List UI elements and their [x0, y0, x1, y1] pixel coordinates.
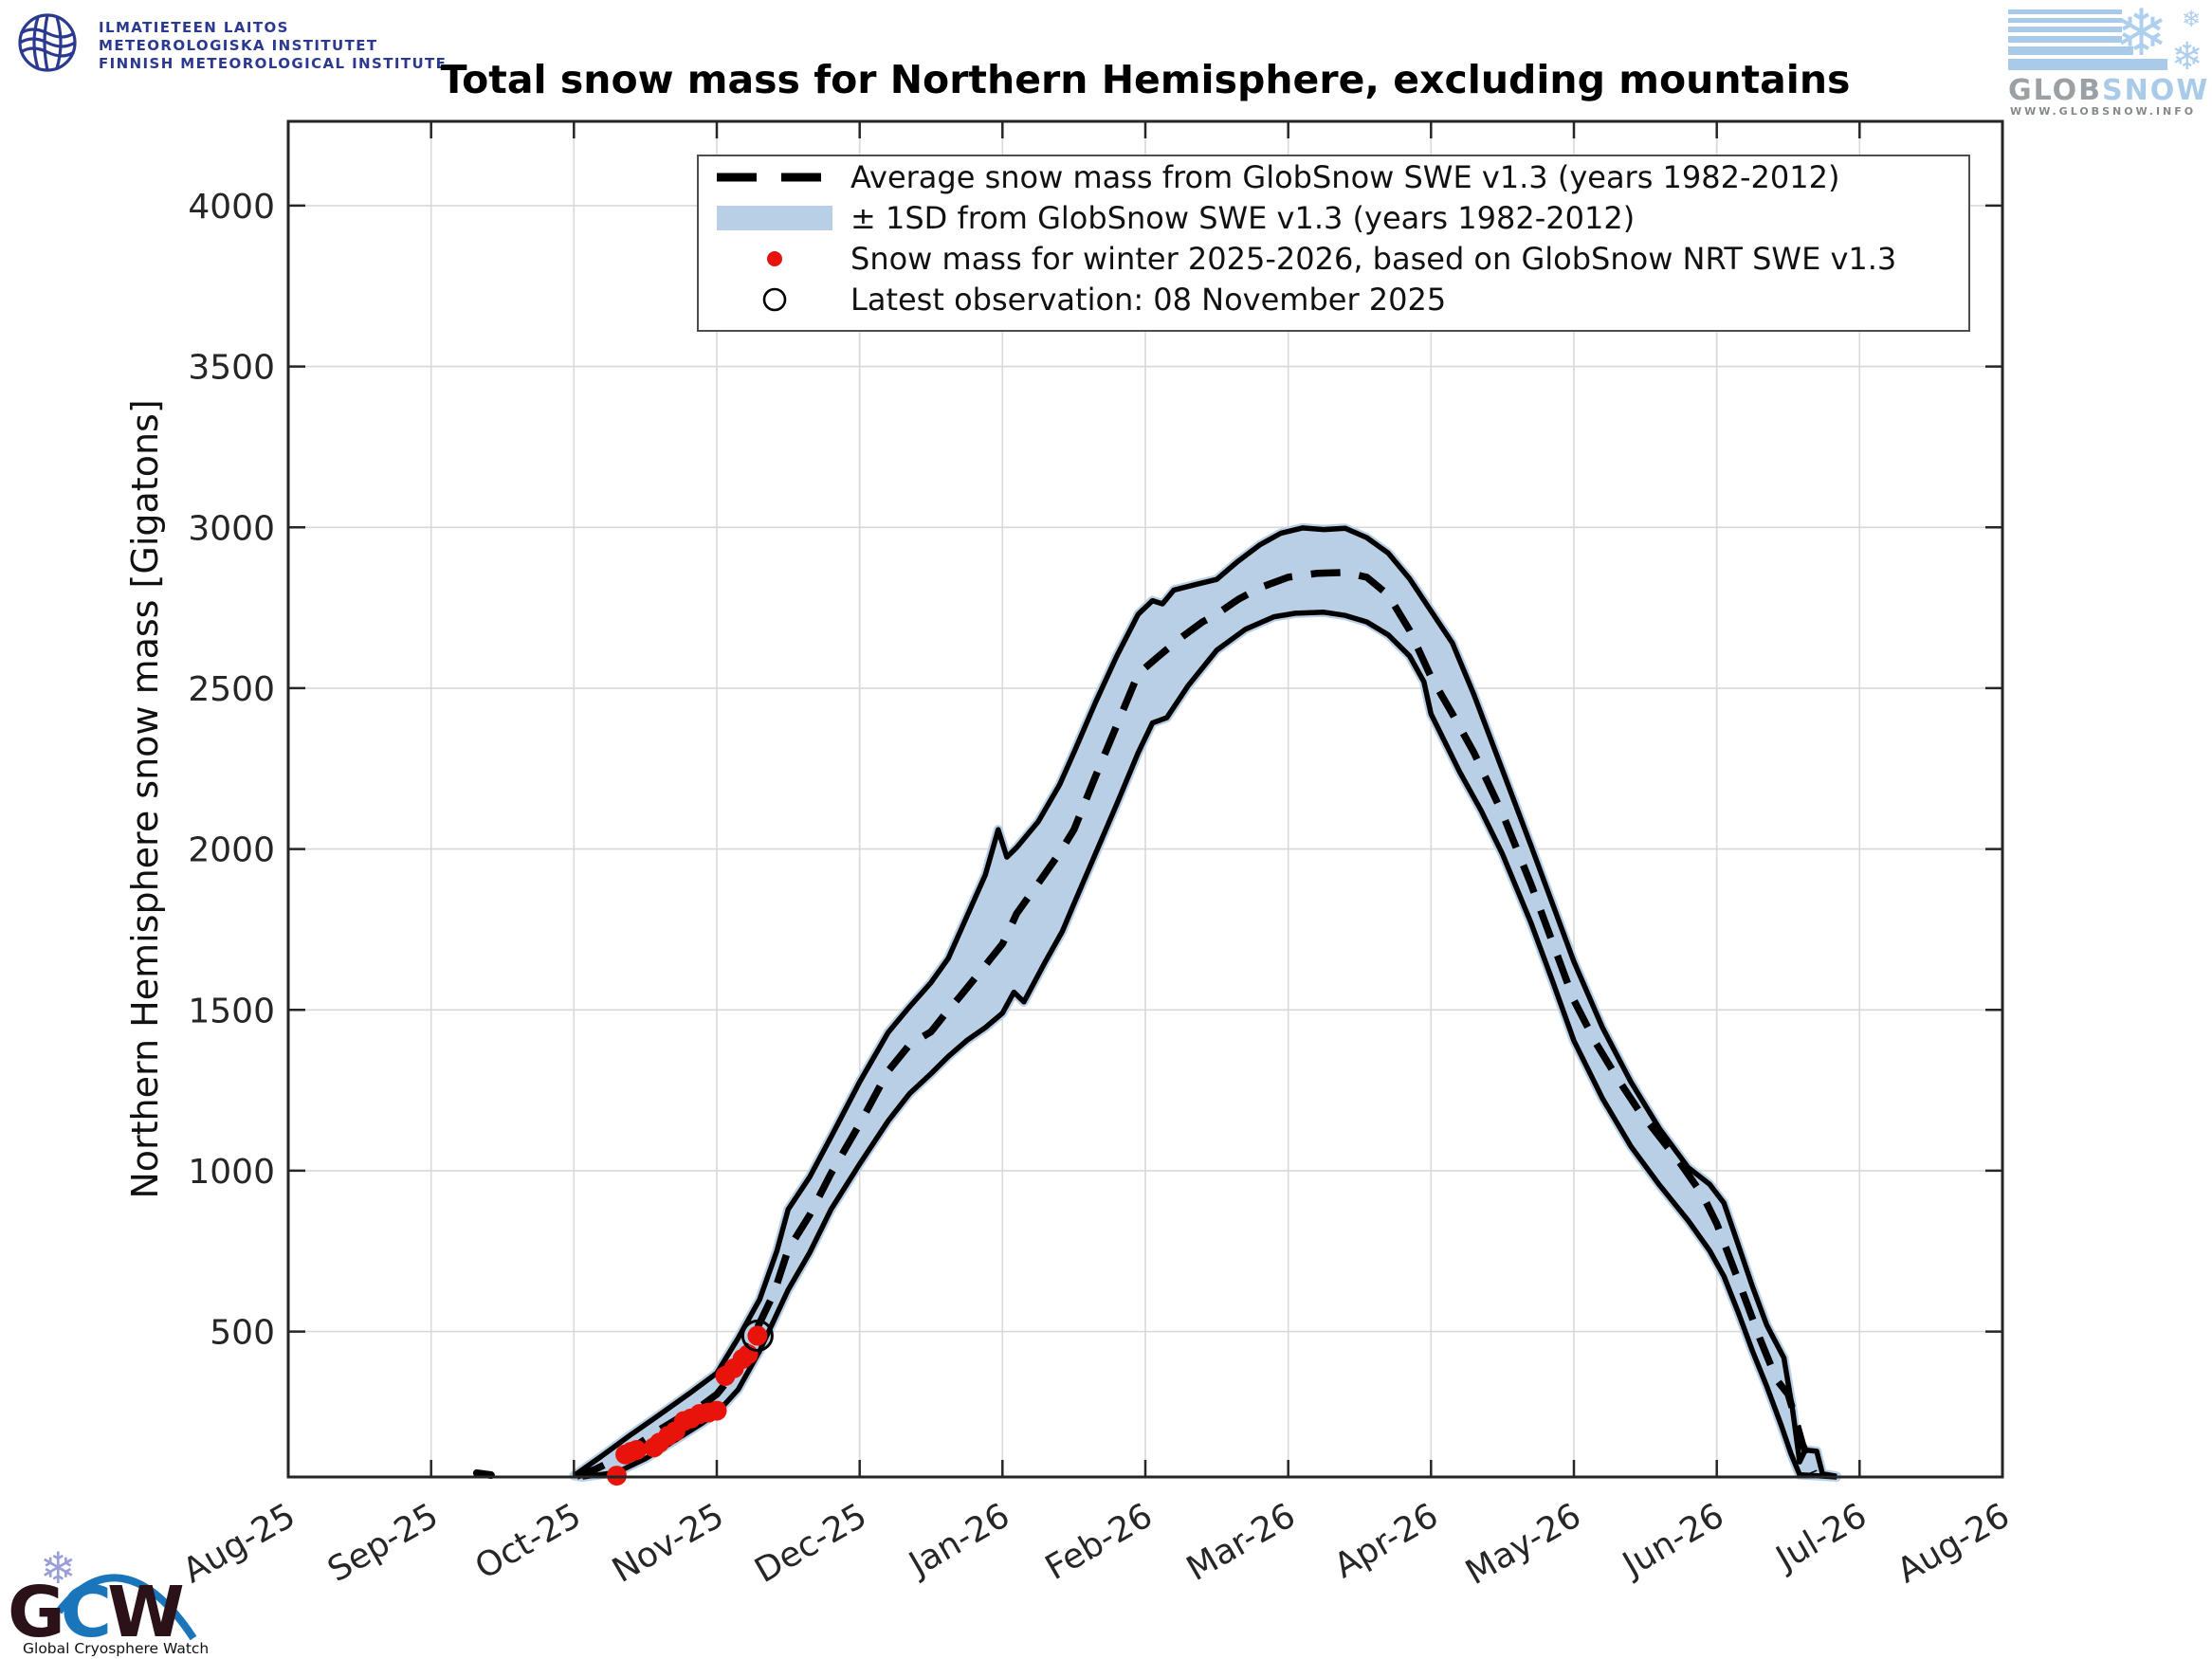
globsnow-wordmark: GLOBSNOW [2008, 74, 2210, 107]
y-tick-label: 2500 [188, 670, 275, 709]
x-tick-label: Feb-26 [1039, 1496, 1160, 1588]
latest-observation-marker [740, 1320, 774, 1352]
x-tick-label: Apr-26 [1327, 1496, 1444, 1586]
snowflake-icon: ❄ [40, 1542, 77, 1594]
fmi-logo: ILMATIETEEN LAITOS METEOROLOGISKA INSTIT… [17, 9, 605, 85]
y-axis-label: Northern Hemisphere snow mass [Gigatons] [124, 399, 166, 1198]
fmi-name-en: FINNISH METEOROLOGICAL INSTITUTE [99, 55, 448, 72]
legend-label: Latest observation: 08 November 2025 [850, 281, 1447, 318]
gcw-caption: Global Cryosphere Watch [23, 1640, 209, 1657]
fmi-globe-icon [18, 13, 77, 72]
sd-band-lower-edge [582, 610, 1837, 1480]
open-circle-sample-icon [699, 285, 850, 314]
y-tick-label: 4000 [188, 188, 275, 227]
legend-label: Average snow mass from GlobSnow SWE v1.3… [850, 158, 1840, 195]
band-sample-icon [699, 204, 850, 232]
fmi-name-fi: ILMATIETEEN LAITOS [99, 19, 289, 36]
x-tick-label: May-26 [1459, 1496, 1587, 1593]
y-tick-label: 2000 [188, 831, 275, 870]
legend-label: ± 1SD from GlobSnow SWE v1.3 (years 1982… [850, 199, 1636, 236]
x-tick-label: Jul-26 [1768, 1496, 1874, 1579]
globsnow-stripe [2008, 18, 2122, 23]
fmi-name-sv: METEOROLOGISKA INSTITUTET [99, 37, 378, 54]
sd-band-upper-edge [572, 525, 1837, 1480]
y-tick-label: 1000 [188, 1153, 275, 1192]
globsnow-stripe [2008, 27, 2122, 32]
gcw-logo: ❄ GCW Global Cryosphere Watch [8, 1542, 209, 1657]
globsnow-stripe [2008, 36, 2122, 43]
average-snow-mass-line [575, 569, 1818, 1480]
gcw-acronym: GCW [8, 1572, 183, 1653]
current-winter-dot [747, 1325, 768, 1346]
x-tick-label: Mar-26 [1180, 1496, 1302, 1589]
globsnow-url: WWW.GLOBSNOW.INFO [2010, 105, 2197, 118]
globsnow-stripe [2008, 59, 2167, 70]
legend-label: Snow mass for winter 2025-2026, based on… [850, 240, 1897, 277]
y-tick-label: 1500 [188, 992, 275, 1030]
legend-item-average: Average snow mass from GlobSnow SWE v1.3… [699, 156, 1968, 197]
x-tick-label: Jun-26 [1615, 1496, 1730, 1585]
globsnow-stripe [2008, 46, 2133, 55]
legend-item-latest-observation: Latest observation: 08 November 2025 [699, 279, 1968, 319]
snowflake-icon: ❄ [2114, 0, 2168, 71]
x-tick-label: Jan-26 [902, 1496, 1016, 1585]
x-tick-label: Nov-25 [606, 1496, 730, 1591]
current-winter-dot [627, 1440, 648, 1460]
red-dot-sample-icon [699, 246, 850, 271]
y-tick-label: 500 [210, 1314, 275, 1353]
x-tick-label: Aug-26 [1891, 1496, 2016, 1591]
snowflake-icon: ❄ [2182, 6, 2202, 32]
y-tick-label: 3000 [188, 509, 275, 548]
globsnow-logo: ❄ ❄ ❄ GLOBSNOW WWW.GLOBSNOW.INFO [2008, 2, 2210, 118]
chart-title: Total snow mass for Northern Hemisphere,… [440, 57, 1851, 102]
legend-item-current-winter: Snow mass for winter 2025-2026, based on… [699, 238, 1968, 279]
y-tick-label: 3500 [188, 349, 275, 388]
axis-artifact-mark [472, 1468, 495, 1479]
x-tick-label: Sep-25 [321, 1496, 445, 1590]
snowflake-icon: ❄ [2171, 35, 2203, 79]
globsnow-stripe [2008, 9, 2122, 14]
dashed-line-sample-icon [699, 172, 850, 183]
gcw-swoosh [55, 1574, 197, 1641]
chart-legend: Average snow mass from GlobSnow SWE v1.3… [697, 155, 1970, 332]
current-winter-dot [706, 1400, 727, 1421]
legend-item-band: ± 1SD from GlobSnow SWE v1.3 (years 1982… [699, 197, 1968, 238]
x-tick-label: Oct-25 [469, 1496, 588, 1587]
x-tick-label: Dec-25 [748, 1496, 873, 1591]
